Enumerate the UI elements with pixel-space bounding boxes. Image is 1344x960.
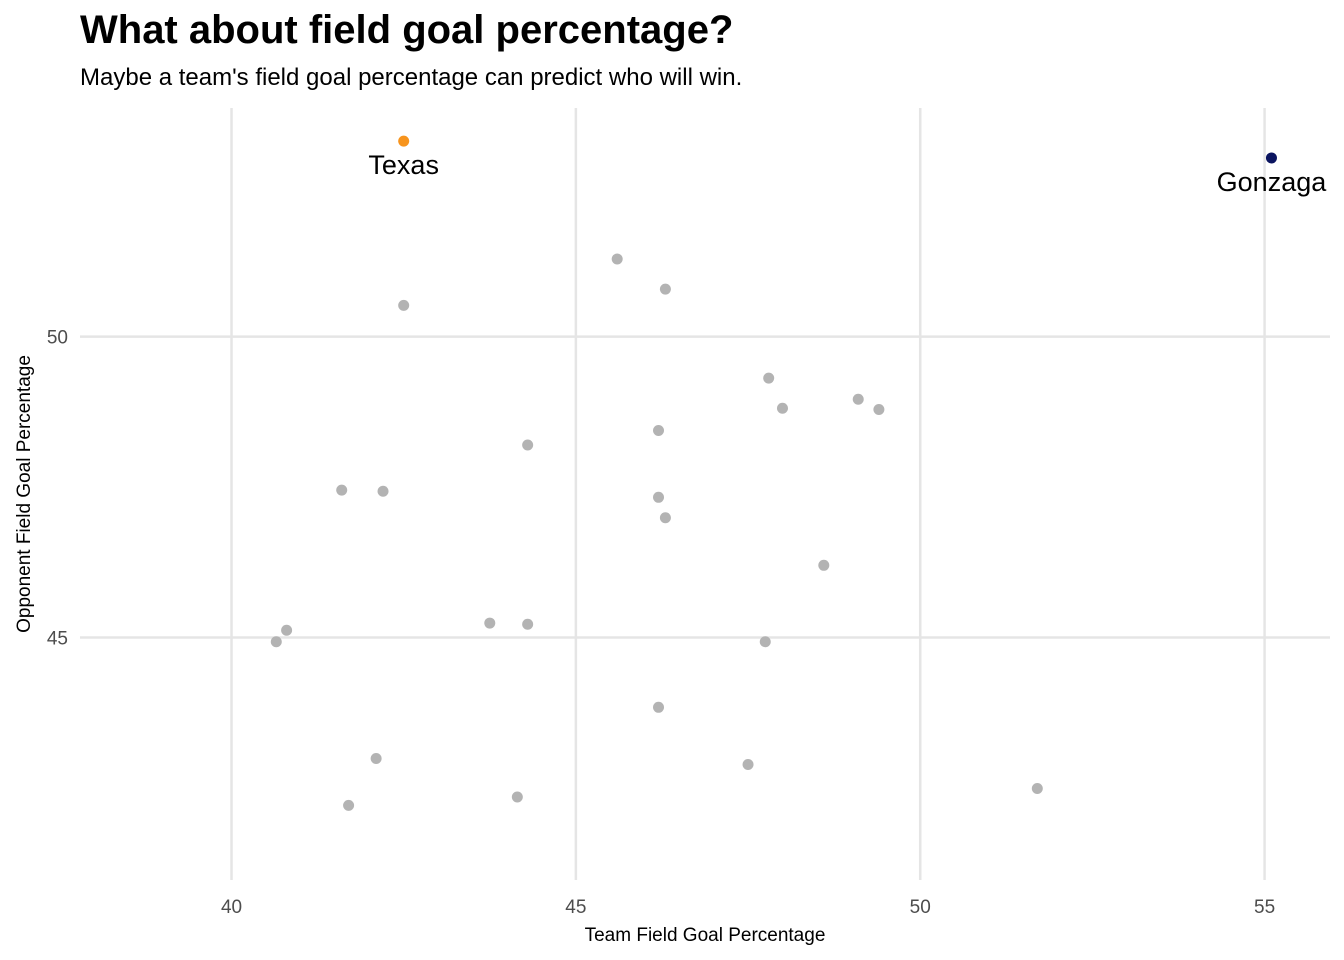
data-point (653, 425, 665, 437)
data-point (370, 752, 382, 764)
data-point (1031, 783, 1043, 795)
data-point (611, 253, 623, 265)
data-points (270, 135, 1277, 811)
point-label-texas: Texas (368, 150, 439, 180)
data-point (653, 701, 665, 713)
data-point (659, 283, 671, 295)
data-point (659, 512, 671, 524)
chart-title: What about field goal percentage? (80, 8, 734, 52)
y-tick-label: 45 (47, 629, 68, 650)
x-tick-label: 55 (1254, 897, 1275, 918)
point-labels: Texas Gonzaga (368, 150, 1327, 197)
data-point (818, 559, 830, 571)
data-point (377, 485, 389, 497)
data-point-gonzaga (1265, 152, 1277, 164)
data-point (511, 791, 523, 803)
data-point (763, 372, 775, 384)
data-point (522, 618, 534, 630)
data-point (522, 439, 534, 451)
point-label-gonzaga: Gonzaga (1217, 167, 1328, 197)
data-point (484, 617, 496, 629)
y-tick-label: 50 (47, 328, 68, 349)
data-point (852, 393, 864, 405)
chart-subtitle: Maybe a team's field goal percentage can… (80, 64, 743, 91)
data-point (653, 491, 665, 503)
gridlines (80, 108, 1330, 880)
x-tick-label: 45 (565, 897, 586, 918)
data-point (281, 624, 293, 636)
data-point (336, 484, 348, 496)
data-point (742, 758, 754, 770)
data-point (270, 636, 282, 648)
tick-labels: 40 45 50 55 45 50 (47, 328, 1275, 918)
x-tick-label: 50 (910, 897, 931, 918)
data-point (873, 403, 885, 415)
y-axis-title: Opponent Field Goal Percentage (14, 355, 35, 633)
data-point (759, 636, 771, 648)
data-point-texas (398, 135, 410, 147)
x-axis-title: Team Field Goal Percentage (585, 925, 826, 946)
data-point (776, 402, 788, 414)
data-point (398, 299, 410, 311)
x-tick-label: 40 (221, 897, 242, 918)
data-point (343, 799, 355, 811)
